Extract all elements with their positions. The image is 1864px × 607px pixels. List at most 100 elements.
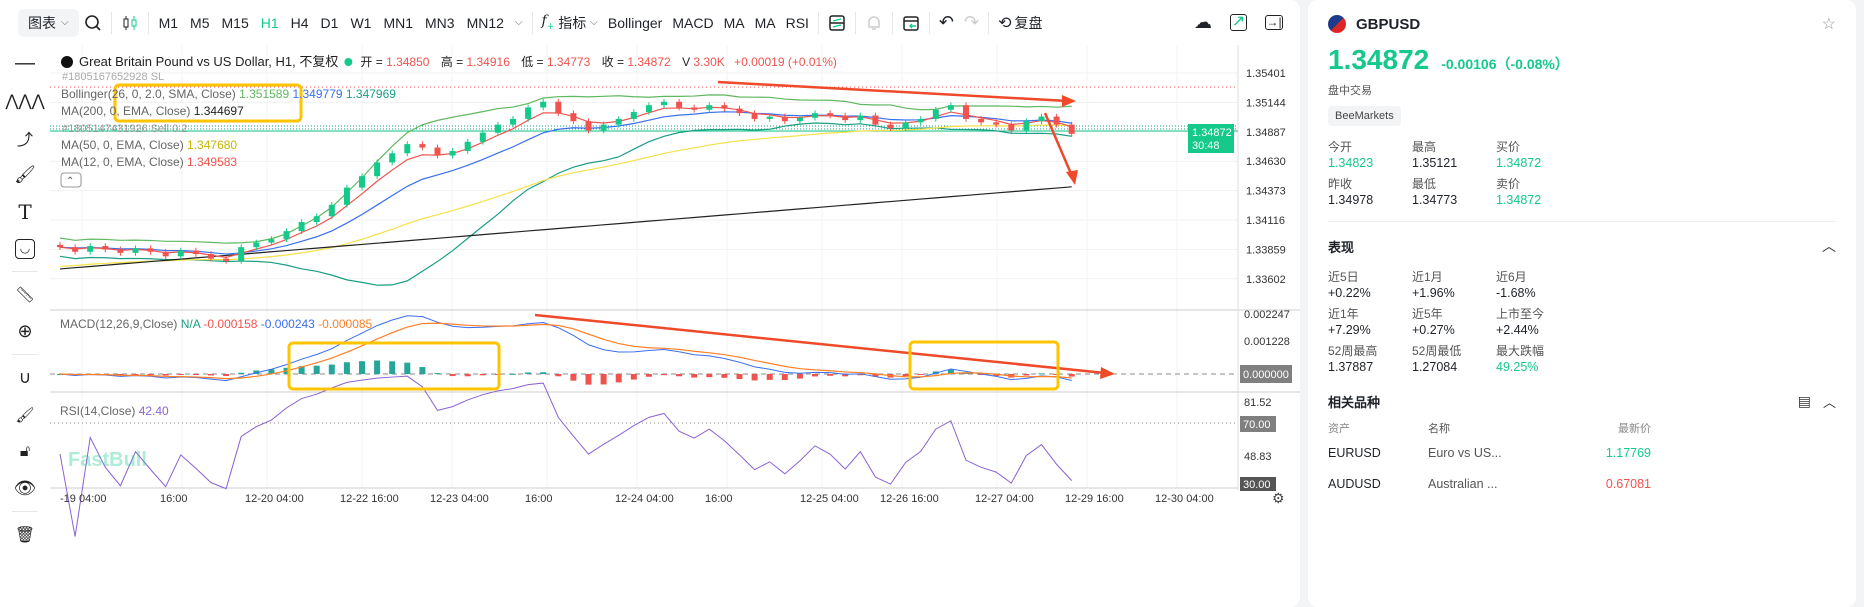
macd-histogram-bar	[449, 374, 456, 377]
rsi-70-badge	[1240, 416, 1276, 432]
lock-all-tool[interactable]: 🔓︎	[0, 433, 50, 470]
timeframe-w1[interactable]: W1	[350, 14, 372, 31]
layout-button[interactable]	[823, 9, 851, 37]
lock-drawing-tool[interactable]: 🖌︎	[0, 396, 50, 433]
stat-cell: 今开 1.34823	[1328, 138, 1412, 170]
macd-histogram-bar	[857, 374, 864, 376]
chart-menu-button[interactable]: 图表 ⌵	[18, 8, 79, 37]
chevron-up-icon[interactable]: ︿	[1822, 238, 1836, 254]
timeframe-mn1[interactable]: MN1	[383, 14, 414, 31]
zoom-tool[interactable]: ⊕	[0, 313, 50, 350]
trend-arrow[interactable]	[534, 313, 1106, 375]
collapse-legend-button[interactable]	[60, 172, 82, 188]
sl-order-label[interactable]: #1805167652928 SL	[62, 71, 164, 83]
ma12-value: 1.349583	[187, 155, 237, 169]
more-timeframes-button[interactable]: ⌵	[510, 9, 528, 37]
indicator-ma-button[interactable]: MA	[723, 14, 745, 31]
related-row[interactable]: AUDUSD Australian ... 0.67081	[1328, 468, 1836, 499]
emoji-tool[interactable]: ◡	[0, 230, 50, 267]
price-chart[interactable]: Great Britain Pound vs US Dollar, H1, 不复…	[0, 0, 1300, 607]
ma12-legend[interactable]: MA(12, 0, EMA, Close) 1.349583	[61, 155, 237, 169]
magnet-tool[interactable]: ∪	[0, 359, 50, 396]
timeframe-m5[interactable]: M5	[190, 14, 210, 31]
arrow-head-icon	[1062, 95, 1076, 107]
rsi-axis-label: 48.83	[1244, 451, 1272, 463]
text-tool[interactable]: T	[0, 193, 50, 230]
timeframe-h1[interactable]: H1	[260, 14, 279, 31]
macd-histogram-bar	[706, 374, 713, 378]
candle	[359, 173, 365, 191]
macd-histogram-bar	[842, 374, 849, 377]
cloud-sync-button[interactable]: ☁	[1189, 9, 1217, 37]
candle	[238, 244, 245, 264]
divider	[12, 271, 38, 272]
bollinger-legend[interactable]: Bollinger(26, 0, 2.0, SMA, Close) 1.3515…	[61, 87, 396, 101]
stat-label: 买价	[1496, 140, 1521, 154]
trend-arrow[interactable]	[717, 80, 1069, 103]
last-price: 1.34872	[1328, 44, 1430, 75]
candle	[585, 118, 592, 134]
line-tool[interactable]: —	[0, 45, 50, 82]
indicator-bollinger-button[interactable]: Bollinger	[607, 14, 663, 31]
share-button[interactable]: ↗	[1225, 9, 1252, 37]
related-row[interactable]: EURUSD Euro vs US... 1.17769	[1328, 437, 1836, 468]
favorite-star-icon[interactable]: ☆	[1821, 16, 1836, 33]
indicator-ma-button[interactable]: MA	[754, 14, 776, 31]
sell-order-label[interactable]: #1805147431926 Sell 0.2	[62, 123, 187, 135]
visibility-tool[interactable]: 👁︎	[0, 470, 50, 507]
redo-icon: ↷	[964, 12, 980, 32]
stat-cell: 近1月 +1.96%	[1412, 268, 1496, 300]
projection-tool[interactable]: ⤴	[0, 119, 50, 156]
highlight-box[interactable]	[113, 83, 303, 123]
ma200-legend[interactable]: MA(200, 0, EMA, Close) 1.344697	[61, 104, 244, 118]
macd-histogram-bar	[902, 374, 909, 377]
candle	[676, 98, 683, 111]
stat-label: 最低	[1412, 177, 1437, 191]
rsi-line	[59, 375, 1073, 537]
chevron-down-icon: ⌵	[514, 17, 523, 28]
timeframe-m1[interactable]: M1	[158, 14, 179, 31]
list-icon[interactable]: ▤	[1797, 393, 1811, 409]
rsi-legend[interactable]: RSI(14,Close) 42.40	[60, 404, 169, 418]
indicators-button[interactable]: f+ 指标 ⌵	[537, 9, 603, 37]
chevron-up-icon[interactable]: ︿	[1822, 395, 1836, 410]
rsi-30-label: 30.00	[1243, 479, 1271, 491]
replay-button[interactable]: ⟲ 复盘	[993, 9, 1047, 37]
highlight-box[interactable]	[908, 340, 1060, 391]
current-price-badge	[1188, 124, 1234, 153]
timeframe-m15[interactable]: M15	[221, 14, 249, 31]
macd-legend[interactable]: MACD(12,26,9,Close) N/A -0.000158 -0.000…	[60, 317, 373, 331]
annotations[interactable]	[113, 80, 1115, 391]
calendar-button[interactable]	[897, 9, 925, 37]
collapse-panel-button[interactable]: →|	[1260, 9, 1288, 37]
timeframe-d1[interactable]: D1	[320, 14, 339, 31]
undo-button[interactable]: ↶	[934, 9, 959, 37]
redo-button[interactable]: ↷	[959, 9, 984, 37]
measure-tool[interactable]: 📏︎	[0, 276, 50, 313]
indicator-macd-button[interactable]: MACD	[672, 14, 714, 31]
highlight-box[interactable]	[287, 341, 501, 391]
search-button[interactable]	[79, 9, 107, 37]
time-axis-label: 12-22 16:00	[340, 493, 399, 505]
ma50-legend[interactable]: MA(50, 0, EMA, Close) 1.347680	[61, 138, 237, 152]
asset-name: Euro vs US...	[1428, 445, 1502, 460]
settings-gear-icon[interactable]: ⚙	[1272, 490, 1285, 506]
ohlc-legend: 开 = 1.34850 高 = 1.34916 低 = 1.34773 收 = …	[360, 54, 837, 69]
macd-histogram-bar	[208, 374, 214, 376]
alert-button[interactable]	[860, 9, 888, 37]
chart-type-button[interactable]	[116, 9, 144, 37]
candle	[1008, 121, 1015, 134]
ma200-label: MA(200, 0, EMA, Close)	[61, 104, 190, 118]
timeframe-h4[interactable]: H4	[290, 14, 309, 31]
broker-badge[interactable]: BeeMarkets	[1328, 106, 1401, 126]
timeframe-mn12[interactable]: MN12	[466, 14, 504, 31]
indicator-rsi-button[interactable]: RSI	[785, 14, 809, 31]
stat-cell: 买价 1.34872	[1496, 138, 1580, 170]
candle	[600, 121, 607, 134]
delete-tool[interactable]: 🗑︎	[0, 516, 50, 553]
trend-arrow[interactable]	[1043, 112, 1074, 177]
timeframe-mn3[interactable]: MN3	[425, 14, 455, 31]
pattern-tool[interactable]: ⋀⋀⋀	[0, 82, 50, 119]
brush-tool[interactable]: 🖌︎	[0, 156, 50, 193]
stat-value: +1.96%	[1412, 286, 1455, 300]
